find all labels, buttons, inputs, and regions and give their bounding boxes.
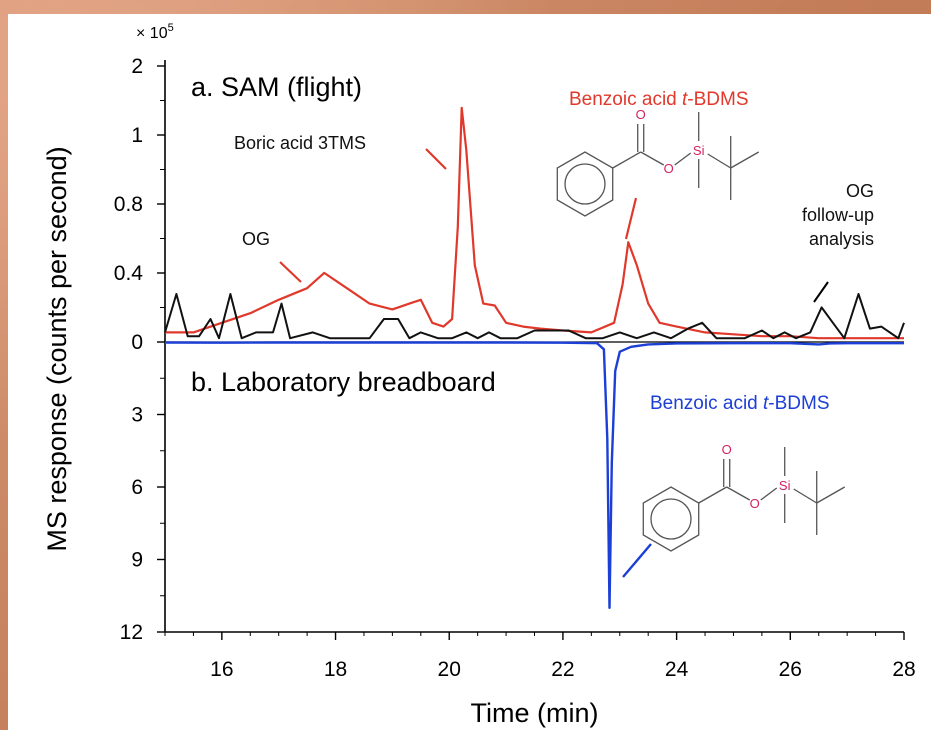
y-tick-label-b: 6: [131, 476, 143, 499]
silicon-label: Si: [693, 143, 705, 158]
series-layer: [164, 106, 905, 609]
y-multiplier-exponent: 5: [168, 22, 174, 34]
panel-a-label: a. SAM (flight): [191, 72, 362, 102]
annotation-boric-acid: Boric acid 3TMS: [234, 133, 366, 153]
annotation-benzoic-a: Benzoic acid t-BDMS: [569, 89, 749, 110]
bond: [640, 151, 665, 166]
bond: [730, 151, 760, 169]
bond: [816, 486, 846, 504]
y-axis-label: MS response (counts per second): [42, 146, 72, 551]
series-a-red-trace: [165, 106, 904, 340]
bond: [726, 486, 751, 501]
y-tick-label-a: 1: [131, 124, 143, 147]
oxygen-label: O: [664, 161, 674, 176]
x-tick-label: 24: [665, 658, 689, 681]
x-axis-label: Time (min): [471, 698, 599, 728]
oxygen-label: O: [636, 107, 646, 122]
y-tick-label-b: 3: [131, 404, 143, 427]
leader-og: [279, 261, 302, 283]
bond: [674, 152, 692, 166]
x-tick-label: 28: [892, 658, 915, 681]
figure-panel: Boric acid 3TMS OG Benzoic acid t-BDMS OG fo…: [8, 14, 931, 730]
panel-b-label: b. Laboratory breadboard: [191, 367, 496, 397]
x-tick-label: 20: [438, 658, 461, 681]
y-tick-label-b: 9: [131, 549, 143, 572]
y-tick-label-b: 12: [120, 621, 143, 644]
chromatogram-chart: Boric acid 3TMS OG Benzoic acid t-BDMS OG fo…: [42, 22, 916, 728]
x-tick-label: 26: [779, 658, 802, 681]
annotation-og-followup: analysis: [809, 229, 874, 249]
y-tick-label-a: 0.4: [114, 262, 144, 285]
bond: [760, 487, 778, 501]
leader-boric: [425, 148, 447, 170]
y-tick-label-a: 2: [131, 55, 143, 78]
aromatic-circle: [650, 498, 692, 540]
annotation-layer: Boric acid 3TMS OG Benzoic acid t-BDMS OG fo…: [234, 89, 874, 578]
x-tick-label: 22: [551, 658, 574, 681]
leader-benzoic-b: [622, 543, 652, 578]
oxygen-label: O: [722, 442, 732, 457]
annotation-og-followup: OG: [846, 181, 874, 201]
annotation-og: OG: [242, 229, 270, 249]
bond: [612, 151, 642, 169]
series-a-black-trace: [164, 293, 905, 340]
molecule-panel-a: O O Si: [556, 107, 760, 217]
aromatic-circle: [564, 163, 606, 205]
leader-benzoic-a: [624, 197, 638, 240]
molecule-layer: O O Si O O Si: [556, 107, 846, 552]
x-tick-label: 18: [324, 658, 347, 681]
molecule-panel-b: O O Si: [642, 442, 846, 552]
bond: [793, 488, 818, 504]
y-tick-label-a: 0.8: [114, 193, 143, 216]
bond: [698, 486, 728, 504]
oxygen-label: O: [750, 496, 760, 511]
y-tick-label-a: 0: [131, 331, 143, 354]
x-tick-label: 16: [210, 658, 233, 681]
bond: [707, 153, 732, 169]
tick-layer: [157, 65, 905, 640]
y-multiplier-label: × 105: [136, 22, 174, 42]
annotation-benzoic-b: Benzoic acid t-BDMS: [650, 393, 830, 414]
annotation-og-followup: follow-up: [802, 205, 874, 225]
silicon-label: Si: [779, 478, 791, 493]
series-b-blue-trace: [164, 341, 904, 609]
leader-og-followup: [813, 281, 829, 303]
